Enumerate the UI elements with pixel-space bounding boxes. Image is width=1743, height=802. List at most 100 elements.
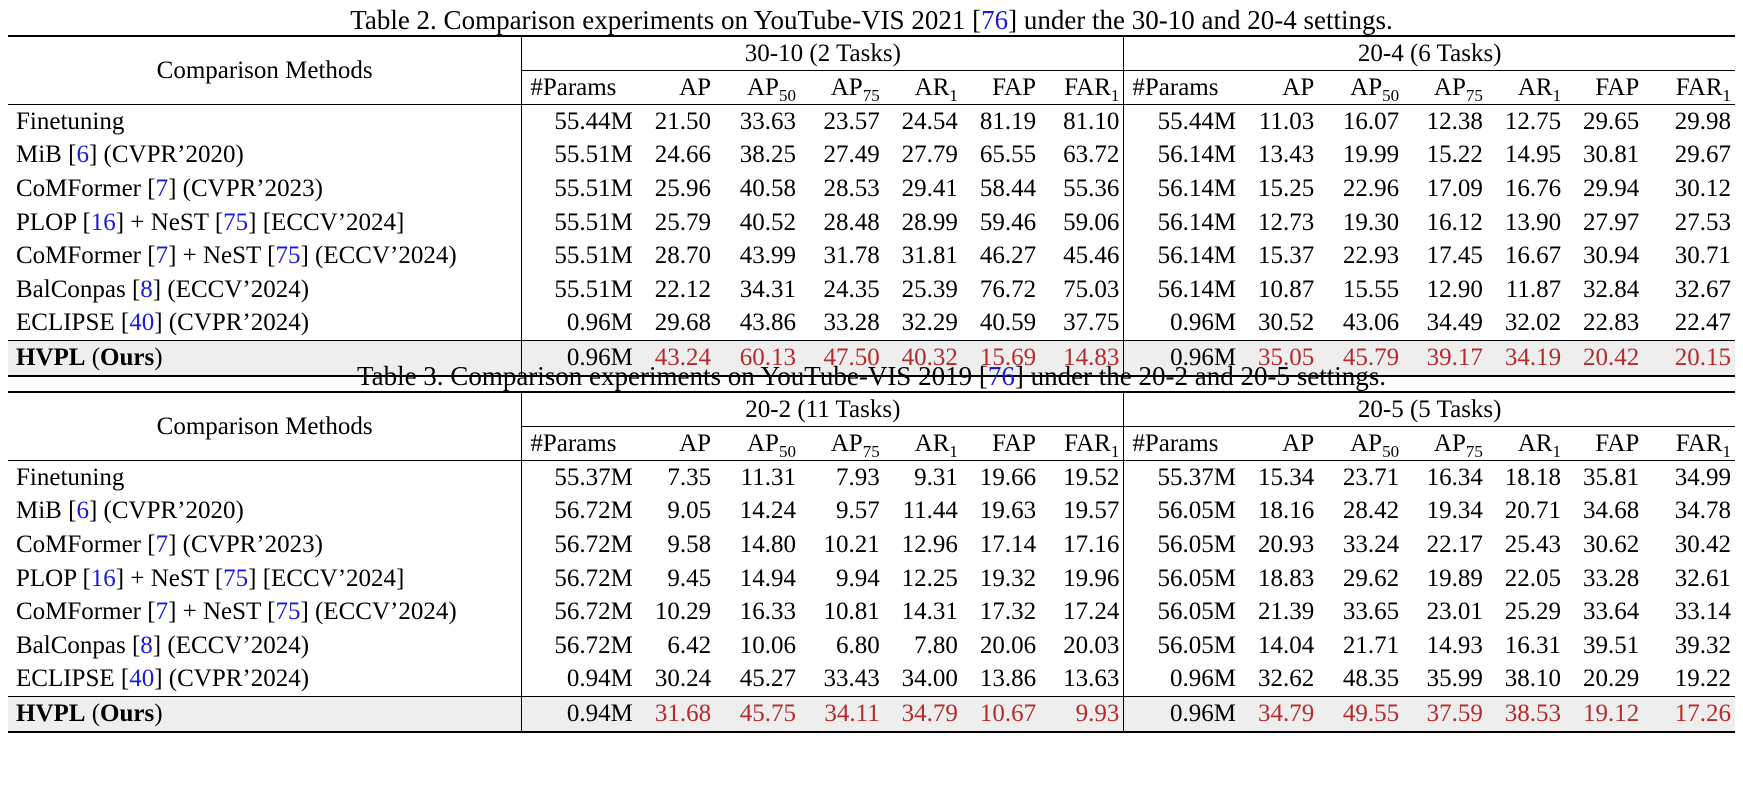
column-header-label: #Params [1132,73,1219,101]
column-header: FAR1 [1040,427,1124,461]
metric-cell: 11.31 [715,459,800,495]
citation-link[interactable]: 40 [129,309,155,337]
metric-cell: 11.44 [902,497,958,525]
citation-link[interactable]: 8 [140,631,153,659]
caption-text: ] under the 30-10 and 20-4 settings. [1008,5,1393,35]
column-header: FAR1 [1643,71,1735,105]
citation-link[interactable]: 7 [155,530,169,558]
metric-cell: 14.24 [739,497,796,525]
citation-link[interactable]: 6 [76,497,89,525]
column-header-label: AR [1517,429,1553,457]
metric-cell: 16.34 [1403,459,1487,495]
citation-link[interactable]: 75 [223,208,249,236]
method-text: ) [154,343,163,371]
metric-cell: 40.58 [739,174,796,202]
column-header-label: AP [830,73,863,101]
best-metric-cell: 39.17 [1403,340,1487,377]
metric-cell: 7.93 [799,459,884,495]
params-cell: 0.96M [521,340,637,377]
citation-link[interactable]: 16 [90,208,116,236]
metric-cell: 30.62 [1582,530,1640,558]
metric-cell: 28.53 [823,174,880,202]
metric-cell: 13.63 [1063,665,1120,693]
citation-link[interactable]: 16 [90,564,116,592]
method-column-header: Comparison Methods [156,412,373,440]
params-cell: 56.72M [521,595,637,629]
setting-group-header: 20-4 (6 Tasks) [1123,36,1735,71]
metric-cell: 19.52 [1040,459,1124,495]
citation-link[interactable]: 76 [987,361,1015,391]
metric-cell: 16.33 [739,598,796,626]
citation-link[interactable]: 40 [129,665,155,693]
method-text: ] (CVPR’2024) [154,309,310,337]
metric-cell: 23.01 [1426,598,1483,626]
metric-cell: 23.57 [799,103,884,139]
method-name: BalConpas [8] (ECCV’2024) [8,629,522,663]
method-text: ] (ECCV’2024) [152,631,310,659]
method-text: HVPL [16,699,86,727]
method-column-header: Comparison Methods [156,56,373,84]
citation-link[interactable]: 7 [155,242,169,270]
method-name: CoMFormer [7] + NeST [75] (ECCV’2024) [8,595,522,629]
metric-cell: 29.68 [654,309,712,337]
citation-link[interactable]: 7 [155,174,169,202]
method-name: CoMFormer [7] (CVPR’2023) [8,172,522,206]
metric-cell: 30.94 [1583,242,1640,270]
column-header-subscript: 1 [1552,441,1562,461]
best-metric-cell: 35.05 [1240,340,1319,377]
metric-cell: 14.95 [1504,141,1562,169]
citation-link[interactable]: 7 [155,598,169,626]
metric-cell: 39.32 [1674,631,1731,659]
method-text: MiB [ [16,497,77,525]
method-text: Finetuning [16,107,125,135]
metric-cell: 14.31 [901,598,958,626]
metric-cell: 13.86 [979,665,1037,693]
metric-cell: 33.43 [823,665,880,693]
metric-cell: 35.99 [1426,665,1483,693]
column-header: AP [1240,427,1318,461]
params-cell: 56.14M [1123,138,1241,173]
column-header-label: AP [1350,429,1383,457]
column-header-subscript: 50 [778,85,796,105]
citation-link[interactable]: 76 [981,5,1009,35]
column-header-label: FAP [1595,429,1640,457]
metric-cell: 28.70 [654,242,712,270]
params-cell: 55.37M [1123,459,1241,495]
method-name: Finetuning [8,459,522,495]
metric-cell: 14.04 [1257,631,1315,659]
params-cell: 0.96M [1123,662,1241,697]
column-header: FAP [962,427,1040,461]
citation-link[interactable]: 8 [140,275,153,303]
best-metric-cell: 60.13 [715,340,800,377]
column-header-label: AP [679,73,712,101]
metric-cell: 21.50 [636,103,716,139]
method-text: BalConpas [ [16,275,141,303]
citation-link[interactable]: 75 [275,598,301,626]
metric-cell: 15.25 [1257,174,1315,202]
column-header-subscript: 1 [949,85,958,105]
best-metric-cell: 10.67 [961,696,1041,733]
table-row: MiB [6] (CVPR’2020) 55.51M 24.66 38.25 27.49… [8,138,1735,173]
best-metric-cell: 15.69 [961,340,1041,377]
metric-cell: 75.03 [1063,275,1120,303]
metric-cell: 58.44 [979,174,1037,202]
metric-cell: 11.87 [1505,275,1562,303]
metric-cell: 18.16 [1257,497,1315,525]
citation-link[interactable]: 75 [223,564,249,592]
metric-cell: 22.83 [1583,309,1640,337]
metric-cell: 16.76 [1504,174,1562,202]
metric-cell: 12.75 [1486,103,1566,139]
metric-cell: 22.93 [1342,242,1400,270]
metric-cell: 21.71 [1342,631,1400,659]
metric-cell: 25.39 [901,275,958,303]
params-cell: 56.14M [1123,172,1241,206]
method-text: ( [85,699,101,727]
citation-link[interactable]: 6 [76,141,89,169]
method-text: CoMFormer [ [16,242,156,270]
metric-cell: 24.54 [883,103,962,139]
method-text: ] (CVPR’2020) [88,141,244,169]
citation-link[interactable]: 75 [275,242,301,270]
column-header: #Params [1123,70,1241,105]
metric-cell: 59.06 [1063,208,1120,236]
metric-cell: 22.05 [1504,564,1562,592]
